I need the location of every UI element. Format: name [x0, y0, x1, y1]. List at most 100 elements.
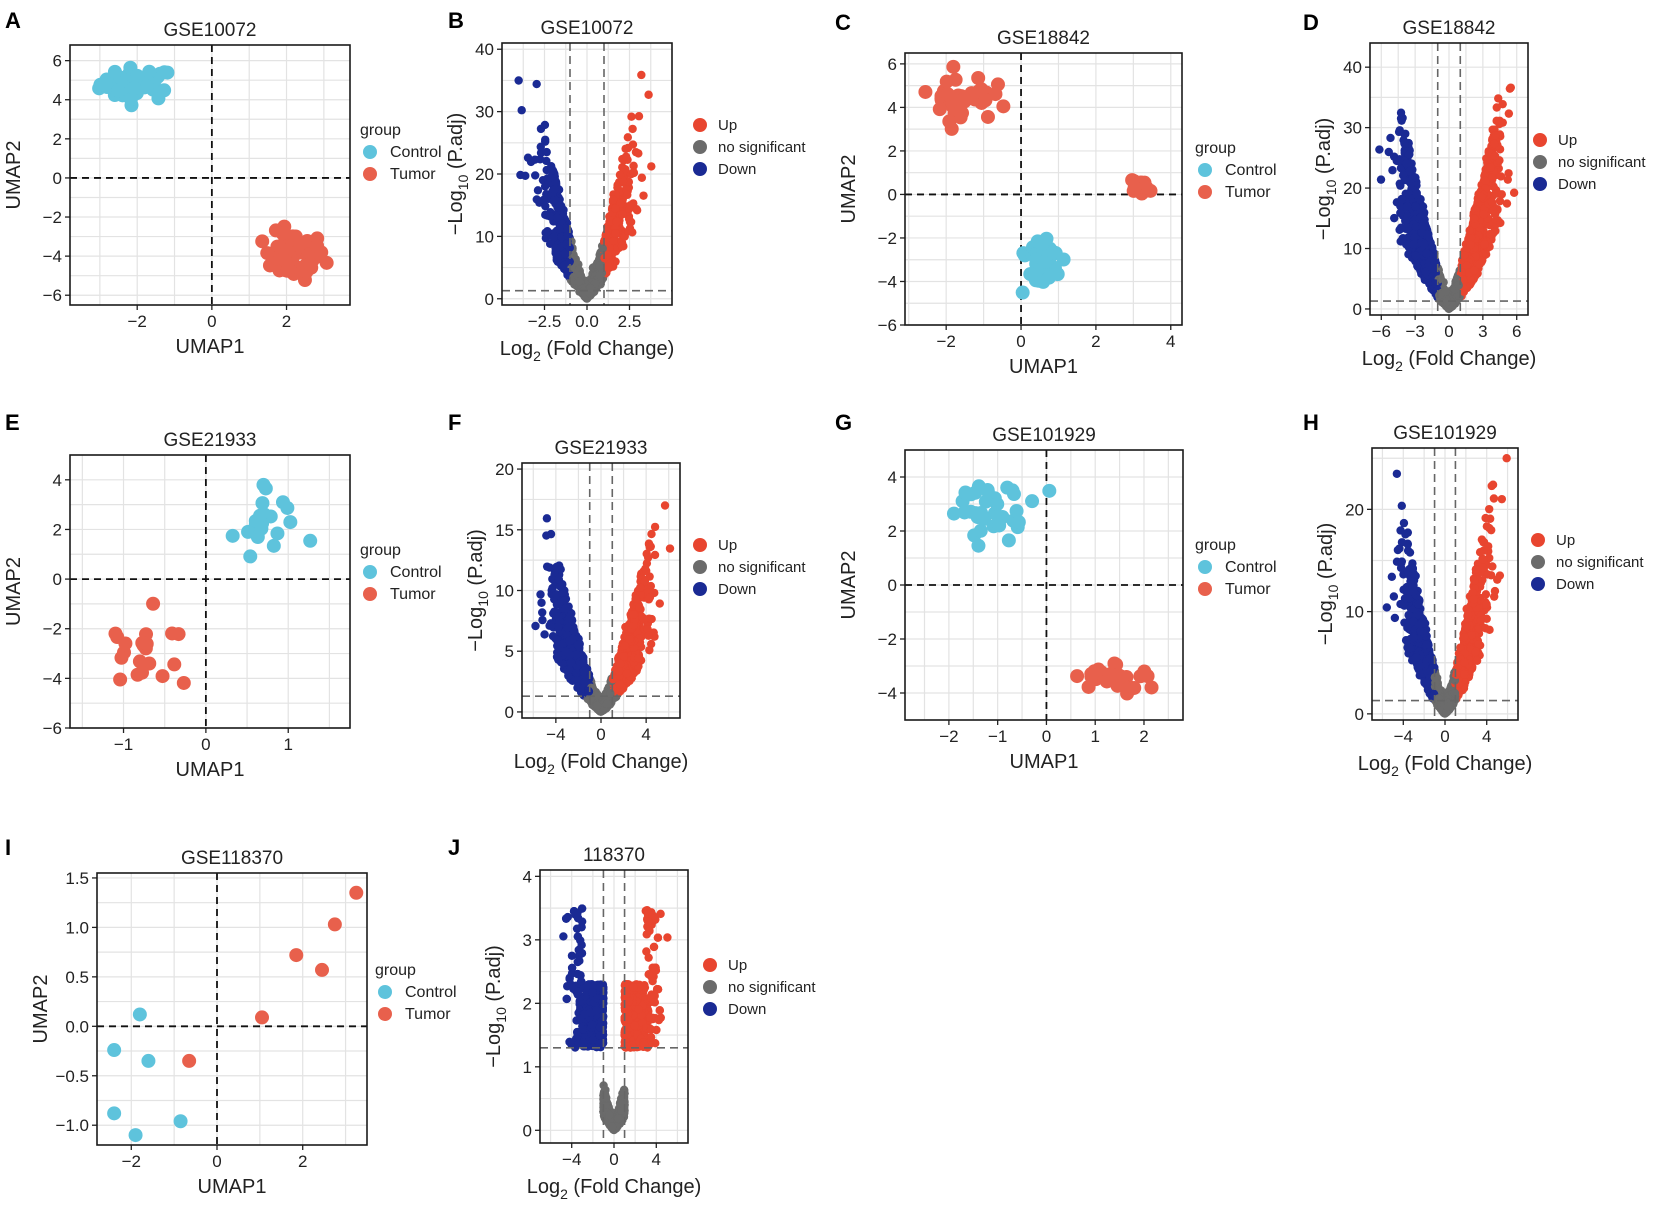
- x-tick-label: 3: [1478, 322, 1487, 341]
- panel-label: A: [5, 8, 21, 33]
- point-up: [611, 204, 620, 213]
- x-tick-label: 2.5: [618, 312, 642, 331]
- point-control: [1041, 270, 1056, 285]
- point-tumor: [167, 657, 182, 672]
- point-up: [1505, 84, 1515, 93]
- x-tick-label: 1: [284, 735, 293, 754]
- x-axis-label: UMAP1: [176, 336, 245, 358]
- point-up: [1465, 226, 1474, 235]
- y-tick-label: −4: [43, 669, 62, 688]
- y-tick-label: 10: [495, 582, 514, 601]
- x-tick-label: 0: [1444, 322, 1453, 341]
- point-control: [253, 508, 268, 523]
- y-axis-label: UMAP2: [838, 155, 860, 224]
- point-down: [530, 155, 540, 164]
- point-down: [552, 213, 562, 222]
- point-tumor: [310, 239, 325, 254]
- point-up: [603, 262, 613, 271]
- y-axis-label: −Log10 (P.adj): [1313, 118, 1339, 241]
- point-control: [270, 526, 285, 541]
- y-tick-label: 4: [53, 91, 62, 110]
- point-down: [1376, 175, 1386, 184]
- point-up: [1492, 103, 1501, 112]
- x-tick-label: 0: [207, 312, 216, 331]
- y-tick-label: 15: [495, 521, 514, 540]
- legend-control-marker: [363, 145, 377, 159]
- x-axis-label-main: Log: [1362, 348, 1395, 370]
- point-down: [531, 171, 540, 180]
- point-up: [1469, 266, 1479, 275]
- x-axis-label-sub: 2: [1395, 358, 1403, 374]
- point-ns: [595, 270, 604, 280]
- x-tick-label: −2.5: [528, 312, 562, 331]
- legend-label: Down: [718, 161, 756, 178]
- point-tumor: [952, 104, 967, 119]
- point-tumor: [113, 672, 128, 687]
- y-tick-label: 0: [485, 290, 494, 309]
- x-tick-label: 0: [1016, 332, 1025, 351]
- y-tick-label: 2: [888, 142, 897, 161]
- x-tick-label: −2: [936, 332, 955, 351]
- point-tumor: [255, 234, 270, 249]
- point-up: [1479, 210, 1488, 219]
- legend-tumor-marker: [1198, 185, 1212, 199]
- point-down: [541, 228, 550, 237]
- point-up: [1485, 229, 1495, 239]
- point-tumor: [303, 257, 318, 272]
- data-points: [918, 59, 1158, 300]
- point-control: [1015, 285, 1030, 300]
- y-axis-label-main: −Log: [1313, 195, 1335, 240]
- panel-label: D: [1303, 10, 1319, 35]
- point-tumor: [319, 255, 334, 270]
- point-up: [1491, 131, 1500, 140]
- point-control: [275, 495, 290, 510]
- point-down: [1400, 175, 1409, 185]
- point-up: [1466, 240, 1475, 250]
- point-tumor: [942, 114, 957, 129]
- y-tick-label: −2: [878, 229, 897, 248]
- chart-title: GSE21933: [164, 430, 257, 451]
- point-up: [612, 217, 621, 227]
- x-axis-label: Log2 (Fold Change): [1362, 348, 1537, 374]
- legend-tumor-marker: [363, 587, 377, 601]
- x-tick-label: 0.0: [575, 312, 599, 331]
- panel-label: C: [835, 10, 851, 35]
- point-control: [111, 83, 126, 98]
- point-down: [1427, 264, 1437, 273]
- point-ns: [1435, 291, 1444, 300]
- x-tick-label: 2: [1091, 332, 1100, 351]
- point-tumor: [260, 246, 275, 261]
- point-down: [521, 171, 530, 181]
- point-tumor: [980, 109, 995, 124]
- point-up: [639, 191, 648, 200]
- panel-label: B: [448, 8, 464, 33]
- point-up: [603, 250, 613, 260]
- point-up: [626, 201, 635, 210]
- y-axis-label-sub: 10: [455, 174, 471, 190]
- point-down: [541, 135, 550, 144]
- y-axis-label: −Log10 (P.adj): [445, 113, 471, 236]
- legend-label: no significant: [718, 139, 806, 156]
- point-down: [1422, 249, 1431, 258]
- point-control: [283, 515, 298, 530]
- point-up: [618, 210, 627, 219]
- point-up: [1503, 175, 1512, 184]
- point-control: [98, 78, 113, 93]
- point-down: [1418, 222, 1427, 231]
- y-tick-label: 10: [1343, 240, 1362, 259]
- y-axis-label: UMAP2: [3, 141, 25, 210]
- legend-down-marker: [693, 162, 707, 176]
- legend-control-marker: [363, 565, 377, 579]
- point-down: [1402, 159, 1411, 168]
- point-up: [623, 133, 633, 142]
- point-control: [142, 64, 157, 79]
- point-up: [1486, 163, 1495, 172]
- point-up: [1457, 268, 1466, 277]
- point-up: [627, 112, 636, 121]
- x-axis-label-tail: (Fold Change): [1403, 348, 1536, 370]
- point-control: [255, 496, 270, 511]
- point-control: [1046, 245, 1061, 260]
- point-down: [1411, 202, 1420, 211]
- point-control: [160, 65, 175, 80]
